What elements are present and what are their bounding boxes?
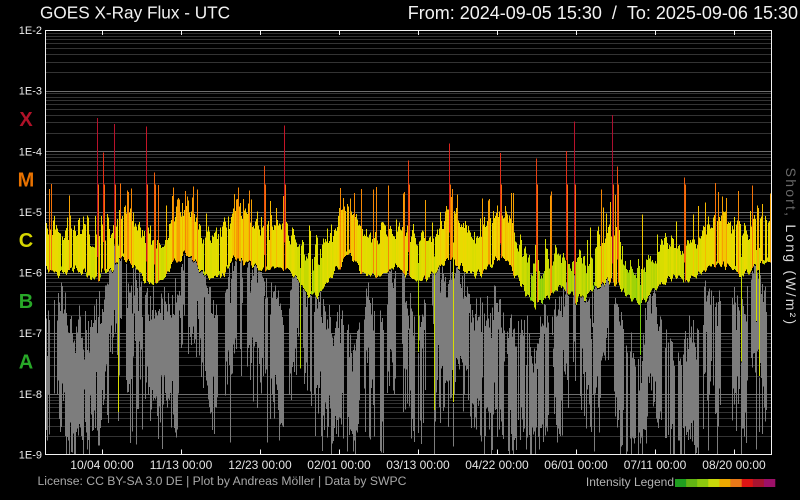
svg-text:04/22 00:00: 04/22 00:00: [465, 458, 529, 472]
svg-text:1E-5: 1E-5: [19, 207, 42, 219]
svg-text:From: 2024-09-05 15:30 / To:: From: 2024-09-05 15:30 / To: 2025-09-06 …: [408, 3, 798, 23]
svg-text:License: CC BY-SA 3.0 DE | Plo: License: CC BY-SA 3.0 DE | Plot by Andre…: [38, 474, 407, 488]
svg-text:02/01 00:00: 02/01 00:00: [307, 458, 371, 472]
svg-text:C: C: [19, 230, 33, 252]
svg-text:1E-9: 1E-9: [19, 450, 42, 462]
svg-text:08/20 00:00: 08/20 00:00: [702, 458, 766, 472]
svg-text:Intensity Legend: Intensity Legend: [586, 475, 674, 489]
svg-text:Short, Long (W/m²): Short, Long (W/m²): [783, 168, 799, 327]
svg-text:10/04 00:00: 10/04 00:00: [70, 458, 134, 472]
svg-text:A: A: [19, 352, 33, 374]
svg-text:06/01 00:00: 06/01 00:00: [544, 458, 608, 472]
svg-text:1E-2: 1E-2: [19, 25, 42, 37]
svg-text:1E-3: 1E-3: [19, 86, 42, 98]
svg-text:GOES X-Ray Flux - UTC: GOES X-Ray Flux - UTC: [40, 3, 230, 23]
svg-text:M: M: [18, 170, 35, 192]
svg-text:1E-6: 1E-6: [19, 268, 42, 280]
svg-text:B: B: [19, 291, 33, 313]
svg-text:07/11 00:00: 07/11 00:00: [624, 458, 687, 472]
svg-text:1E-8: 1E-8: [19, 389, 42, 401]
svg-text:1E-4: 1E-4: [19, 146, 42, 158]
svg-text:1E-7: 1E-7: [19, 328, 42, 340]
svg-text:12/23 00:00: 12/23 00:00: [228, 458, 292, 472]
svg-text:03/13 00:00: 03/13 00:00: [386, 458, 450, 472]
svg-text:X: X: [19, 109, 33, 131]
svg-text:11/13 00:00: 11/13 00:00: [150, 458, 213, 472]
